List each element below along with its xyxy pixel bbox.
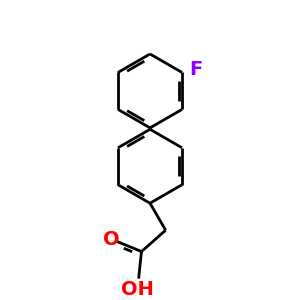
Text: OH: OH [121,280,154,299]
Text: O: O [103,230,119,249]
Text: F: F [189,60,202,79]
